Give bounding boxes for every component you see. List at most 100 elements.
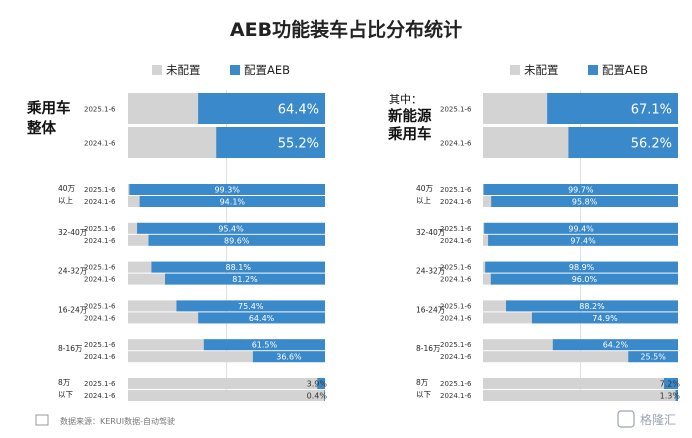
data-label: 1.3%	[660, 392, 681, 401]
group-label: 16-24万	[58, 305, 88, 314]
source-icon	[35, 414, 49, 426]
bar-configured	[491, 196, 678, 207]
period-label: 2025.1-6	[84, 264, 116, 272]
bar-configured	[490, 273, 678, 285]
group-label: 以上	[416, 196, 431, 205]
data-label: 3.9%	[307, 380, 328, 389]
data-label: 99.4%	[568, 224, 594, 233]
period-label: 2025.1-6	[84, 106, 116, 114]
data-label: 88.2%	[579, 302, 605, 311]
bar-configured	[198, 312, 325, 324]
period-label: 2025.1-6	[440, 380, 472, 388]
bar-unconfigured	[483, 390, 678, 401]
bar-configured	[547, 93, 678, 124]
bar-configured	[129, 184, 325, 195]
data-label: 97.4%	[570, 236, 596, 245]
data-label: 95.8%	[572, 198, 598, 207]
period-label: 2025.1-6	[84, 380, 116, 388]
data-label: 67.1%	[631, 103, 672, 118]
panel-label-line: 乘用车	[26, 99, 71, 117]
group-label: 16-24万	[416, 305, 446, 314]
data-label: 99.7%	[568, 186, 594, 195]
data-label: 64.4%	[249, 314, 275, 323]
bar-unconfigured	[483, 378, 678, 389]
period-label: 2024.1-6	[440, 237, 472, 245]
bar-configured	[324, 390, 325, 401]
group-label: 以下	[416, 390, 431, 399]
data-label: 89.6%	[224, 236, 250, 245]
data-label: 98.9%	[569, 263, 595, 272]
legend-label-unconfigured: 未配置	[166, 63, 201, 77]
data-label: 75.4%	[238, 302, 264, 311]
bar-configured	[483, 184, 678, 195]
bar-unconfigured	[483, 351, 678, 363]
panel-label-line: 新能源	[388, 107, 432, 125]
bar-unconfigured	[128, 378, 325, 389]
group-label: 8-16万	[58, 344, 83, 353]
period-label: 2025.1-6	[84, 186, 116, 194]
period-label: 2025.1-6	[440, 186, 472, 194]
period-label: 2024.1-6	[84, 198, 116, 206]
watermark-logo-icon	[617, 410, 635, 428]
bar-configured	[552, 339, 678, 351]
legend-label-configured: 配置AEB	[602, 63, 648, 77]
bar-configured	[252, 351, 325, 363]
group-label: 8万	[58, 378, 71, 387]
data-label: 0.4%	[307, 392, 328, 401]
group-label: 24-32万	[58, 267, 88, 276]
period-label: 2024.1-6	[84, 314, 116, 322]
bar-configured	[317, 378, 325, 389]
period-label: 2025.1-6	[84, 225, 116, 233]
legend-swatch-configured	[588, 65, 598, 75]
bar-configured	[139, 196, 325, 207]
bar-unconfigured	[128, 390, 325, 401]
bar-configured	[663, 378, 678, 389]
data-label: 36.6%	[276, 353, 302, 362]
data-label: 25.5%	[640, 353, 666, 362]
group-label: 40万	[58, 184, 76, 193]
data-label: 56.2%	[631, 137, 672, 152]
period-label: 2025.1-6	[440, 225, 472, 233]
data-label: 74.9%	[592, 314, 618, 323]
bar-configured	[568, 127, 678, 158]
group-label: 以下	[58, 390, 73, 399]
legend-label-unconfigured: 未配置	[524, 63, 559, 77]
period-label: 2024.1-6	[84, 353, 116, 361]
data-label: 88.1%	[226, 263, 252, 272]
period-label: 2025.1-6	[440, 302, 472, 310]
period-label: 2025.1-6	[440, 341, 472, 349]
watermark: 格隆汇	[617, 410, 676, 428]
bar-configured	[675, 390, 678, 401]
period-label: 2025.1-6	[440, 106, 472, 114]
group-label: 8-16万	[416, 344, 441, 353]
chart-title: AEB功能装车占比分布统计	[230, 18, 462, 41]
legend: 未配置 配置AEB 未配置 配置AEB	[152, 63, 648, 77]
period-label: 2025.1-6	[84, 302, 116, 310]
data-label: 64.2%	[603, 341, 629, 350]
panel-label-line: 乘用车	[387, 125, 432, 143]
group-label: 32-40万	[416, 228, 446, 237]
panel-note: 其中：	[389, 93, 422, 106]
bar-configured	[148, 234, 325, 246]
period-label: 2025.1-6	[84, 341, 116, 349]
group-label: 8万	[416, 378, 429, 387]
data-label: 99.3%	[214, 186, 240, 195]
bar-configured	[176, 300, 325, 312]
bar-configured	[216, 127, 325, 158]
group-label: 以上	[58, 196, 73, 205]
period-label: 2024.1-6	[440, 198, 472, 206]
period-label: 2024.1-6	[440, 314, 472, 322]
data-label: 61.5%	[252, 341, 278, 350]
bar-unconfigured	[128, 351, 325, 363]
data-label: 94.1%	[220, 198, 246, 207]
data-label: 81.2%	[232, 275, 258, 284]
legend-label-configured: 配置AEB	[244, 63, 290, 77]
bar-configured	[628, 351, 678, 363]
watermark-text: 格隆汇	[640, 412, 676, 427]
legend-swatch-configured	[230, 65, 240, 75]
panel-label-line: 整体	[27, 119, 56, 137]
bar-configured	[506, 300, 678, 312]
